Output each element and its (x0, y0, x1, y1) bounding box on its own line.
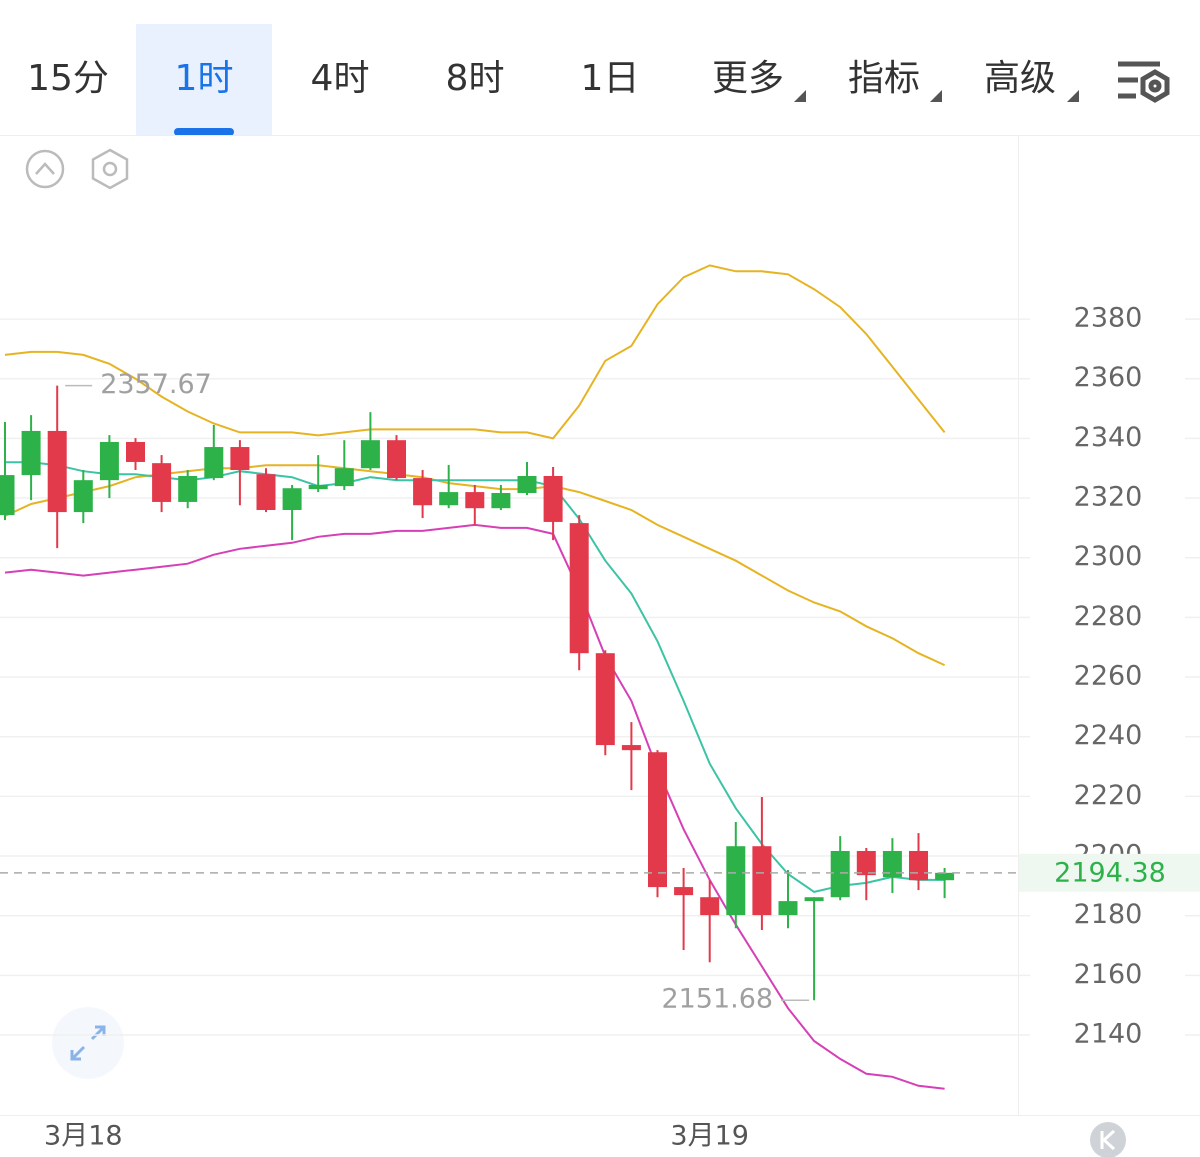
candle-body (491, 492, 511, 509)
tab[interactable]: 指标 (848, 58, 920, 99)
candle-body (674, 887, 694, 896)
active-tab-indicator (174, 128, 234, 136)
candle-body (752, 846, 772, 916)
candle-body (308, 484, 328, 490)
candle-body (282, 488, 302, 510)
tab[interactable]: 高级 (984, 58, 1056, 99)
collapse-icon[interactable] (25, 149, 65, 189)
tab[interactable]: 1日 (581, 58, 640, 99)
x-tick-label: 3月19 (670, 1121, 749, 1152)
candle-body (230, 447, 250, 471)
indicator-line (4, 523, 945, 1090)
candle-body (700, 897, 720, 916)
candle-body (21, 430, 41, 476)
indicator-settings-icon[interactable] (91, 148, 129, 190)
candle-body (0, 475, 15, 516)
candle-body (73, 480, 93, 513)
plot (0, 264, 955, 1090)
candle-body (256, 474, 276, 510)
candle-body (621, 745, 641, 751)
grid: 2140216021802200222022402260228023002320… (0, 303, 1200, 1050)
candle-body (47, 430, 67, 513)
y-tick-label: 2280 (1074, 601, 1143, 632)
y-tick-label: 2240 (1074, 720, 1143, 751)
y-tick-label: 2160 (1074, 959, 1143, 990)
candle-body (465, 492, 485, 509)
candle-body (726, 846, 746, 916)
candle-body (778, 901, 798, 916)
candle-body (99, 441, 119, 481)
y-tick-label: 2340 (1074, 422, 1143, 453)
price-label: 2194.38 (1054, 857, 1166, 888)
active-tab-bg (136, 24, 272, 135)
dropdown-marker (794, 90, 806, 102)
candle-body (648, 752, 667, 888)
dropdown-marker (1067, 90, 1079, 102)
candle-body (569, 523, 589, 654)
y-tick-label: 2380 (1074, 303, 1143, 334)
candle-body (439, 492, 459, 506)
tab[interactable]: 15分 (27, 58, 109, 99)
candle-body (413, 478, 433, 506)
tab[interactable]: 更多 (712, 58, 784, 99)
y-tick-label: 2320 (1074, 482, 1143, 513)
high-annotation: 2357.67 (100, 369, 212, 400)
candle-body (804, 897, 824, 902)
tab[interactable]: 1时 (175, 58, 234, 99)
low-annotation: 2151.68 (661, 984, 773, 1015)
candle-body (909, 850, 928, 881)
fullscreen-button[interactable] (52, 1007, 124, 1079)
candle-body (595, 653, 615, 746)
y-tick-label: 2140 (1074, 1019, 1143, 1050)
candle-body (935, 872, 955, 881)
candle-body (204, 447, 224, 479)
y-tick-label: 2300 (1074, 541, 1143, 572)
candle-body (126, 441, 145, 462)
candle-body (830, 850, 850, 898)
settings-icon[interactable] (1118, 61, 1170, 103)
y-tick-label: 2220 (1074, 780, 1143, 811)
y-tick-label: 2180 (1074, 899, 1143, 930)
candle-body (517, 475, 537, 493)
tab[interactable]: 4时 (311, 58, 370, 99)
candle-body (152, 463, 172, 502)
candle-body (882, 850, 902, 878)
indicator-line (4, 264, 946, 440)
x-tick-label: 3月18 (44, 1121, 123, 1152)
candle-body (178, 475, 198, 502)
candle-body (387, 440, 406, 479)
candle-body (334, 468, 354, 487)
tab-bar: 15分 1时 4时 8时 1日 更多 指标 高级 (27, 24, 1056, 136)
candle-body (856, 850, 876, 876)
candle-body (543, 475, 563, 522)
labels: 3月18 3月19 2357.67 2151.68 2194.38 (0, 369, 1200, 1152)
y-tick-label: 2260 (1074, 661, 1143, 692)
k-button[interactable] (1090, 1122, 1126, 1157)
tab[interactable]: 8时 (446, 58, 505, 99)
candle-body (360, 440, 380, 469)
dropdown-marker (930, 90, 942, 102)
y-tick-label: 2360 (1074, 362, 1143, 393)
price-label-bg (1019, 853, 1200, 892)
